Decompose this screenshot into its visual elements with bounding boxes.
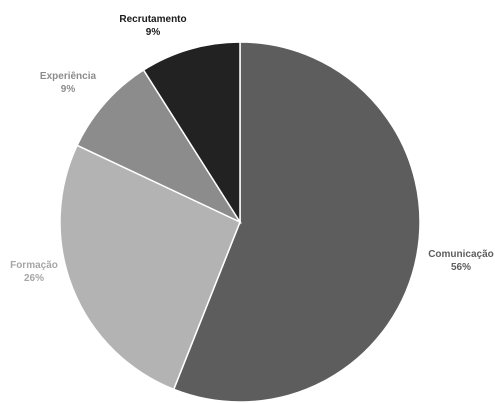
slice-value-experiencia: 9% (61, 84, 76, 95)
slice-label-experiencia: Experiência (40, 71, 97, 82)
slice-label-recrutamento: Recrutamento (119, 14, 186, 25)
slice-label-formacao: Formação (10, 260, 58, 271)
slice-label-comunicacao: Comunicação (428, 249, 494, 260)
pie-slice-formacao (59, 144, 241, 391)
slice-label-group-comunicacao: Comunicação 56% (428, 249, 494, 273)
pie-slice-comunicacao (172, 41, 421, 403)
slice-label-group-experiencia: Experiência 9% (40, 71, 97, 95)
pie-slice-recrutamento (142, 41, 241, 225)
slice-value-recrutamento: 9% (146, 27, 161, 38)
slice-label-group-recrutamento: Recrutamento 9% (119, 14, 186, 38)
slice-label-group-formacao: Formação 26% (10, 260, 58, 284)
slice-value-formacao: 26% (24, 273, 44, 284)
pie-slices (59, 41, 421, 403)
pie-slice-experiencia (76, 68, 243, 224)
slice-value-comunicacao: 56% (451, 262, 471, 273)
